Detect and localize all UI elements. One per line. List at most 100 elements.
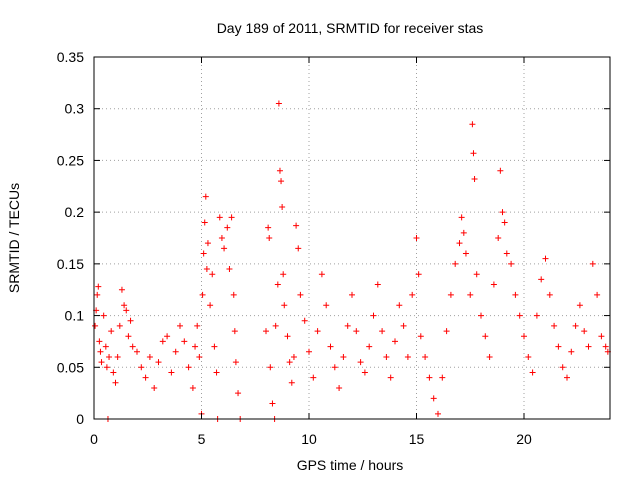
data-points — [92, 100, 611, 422]
data-point — [100, 312, 107, 319]
data-point — [276, 167, 283, 174]
data-point — [533, 312, 540, 319]
data-point — [568, 348, 575, 355]
data-point — [231, 328, 238, 335]
data-point — [471, 176, 478, 183]
data-point — [168, 369, 175, 376]
data-point — [185, 364, 192, 371]
x-tick-label: 0 — [90, 431, 98, 447]
data-point — [142, 374, 149, 381]
data-point — [116, 322, 123, 329]
chart-title: Day 189 of 2011, SRMTID for receiver sta… — [217, 20, 484, 36]
data-point — [374, 281, 381, 288]
data-point — [542, 255, 549, 262]
data-point — [297, 291, 304, 298]
data-point — [125, 333, 132, 340]
data-point — [392, 338, 398, 345]
y-tick-label: 0 — [76, 411, 84, 427]
data-point — [189, 384, 196, 391]
data-point — [203, 266, 210, 273]
y-tick-label: 0.05 — [57, 359, 84, 375]
data-point — [209, 271, 216, 278]
data-point — [110, 369, 117, 376]
data-point — [265, 224, 272, 231]
data-point — [266, 235, 273, 241]
data-point — [555, 343, 562, 350]
data-point — [409, 291, 416, 298]
data-point — [462, 250, 469, 257]
data-point — [146, 353, 153, 360]
data-point — [94, 291, 101, 298]
data-point — [564, 374, 570, 381]
data-point — [281, 302, 288, 309]
data-point — [228, 214, 235, 221]
x-tick-label: 15 — [409, 431, 425, 447]
data-point — [482, 333, 489, 340]
data-point — [118, 286, 125, 293]
data-point — [499, 209, 506, 216]
data-point — [572, 322, 579, 329]
data-point — [594, 291, 601, 298]
y-tick-label: 0.15 — [57, 256, 84, 272]
data-point — [310, 374, 317, 381]
data-point — [192, 343, 199, 350]
data-point — [314, 328, 321, 335]
data-point — [200, 250, 207, 257]
data-point — [467, 291, 474, 298]
plot-frame — [93, 56, 611, 420]
data-point — [216, 214, 223, 221]
data-point — [503, 250, 510, 257]
data-point — [383, 353, 390, 360]
data-point — [458, 214, 465, 221]
data-point — [452, 260, 459, 267]
data-point — [439, 374, 446, 381]
data-point — [226, 266, 233, 273]
data-point — [164, 333, 171, 340]
data-point — [177, 322, 183, 329]
data-point — [400, 322, 407, 329]
data-point — [127, 317, 134, 324]
data-point — [602, 343, 609, 350]
data-point — [353, 328, 360, 335]
data-point — [211, 343, 218, 350]
data-point — [470, 150, 477, 157]
data-point — [516, 312, 523, 319]
data-point — [581, 328, 588, 335]
data-point — [293, 222, 300, 229]
data-point — [366, 343, 373, 350]
data-point — [280, 271, 287, 278]
data-point — [456, 240, 463, 247]
data-point — [469, 121, 476, 128]
grid-lines — [94, 57, 610, 419]
data-point — [108, 328, 115, 335]
data-point — [306, 348, 312, 355]
data-point — [196, 353, 203, 360]
data-point — [396, 302, 403, 309]
y-tick-label: 0.35 — [57, 49, 84, 65]
data-point — [447, 291, 454, 298]
data-point — [357, 359, 364, 366]
data-point — [194, 322, 201, 329]
data-point — [370, 312, 377, 319]
data-point — [495, 235, 502, 241]
data-point — [134, 348, 140, 355]
data-point — [546, 291, 553, 298]
x-axis-label: GPS time / hours — [297, 457, 404, 473]
data-point — [387, 374, 394, 381]
data-point — [349, 291, 355, 298]
data-point — [478, 312, 484, 319]
data-point — [112, 379, 119, 386]
data-point — [486, 353, 493, 360]
data-point — [473, 271, 480, 278]
x-tick-label: 5 — [198, 431, 206, 447]
data-point — [404, 353, 411, 360]
data-point — [525, 353, 532, 360]
data-point — [435, 410, 441, 417]
data-point — [92, 322, 99, 329]
data-point — [521, 333, 527, 340]
data-point — [272, 322, 279, 329]
data-point — [96, 338, 103, 345]
data-point — [155, 359, 162, 366]
data-point — [278, 178, 285, 185]
data-point — [413, 235, 420, 241]
